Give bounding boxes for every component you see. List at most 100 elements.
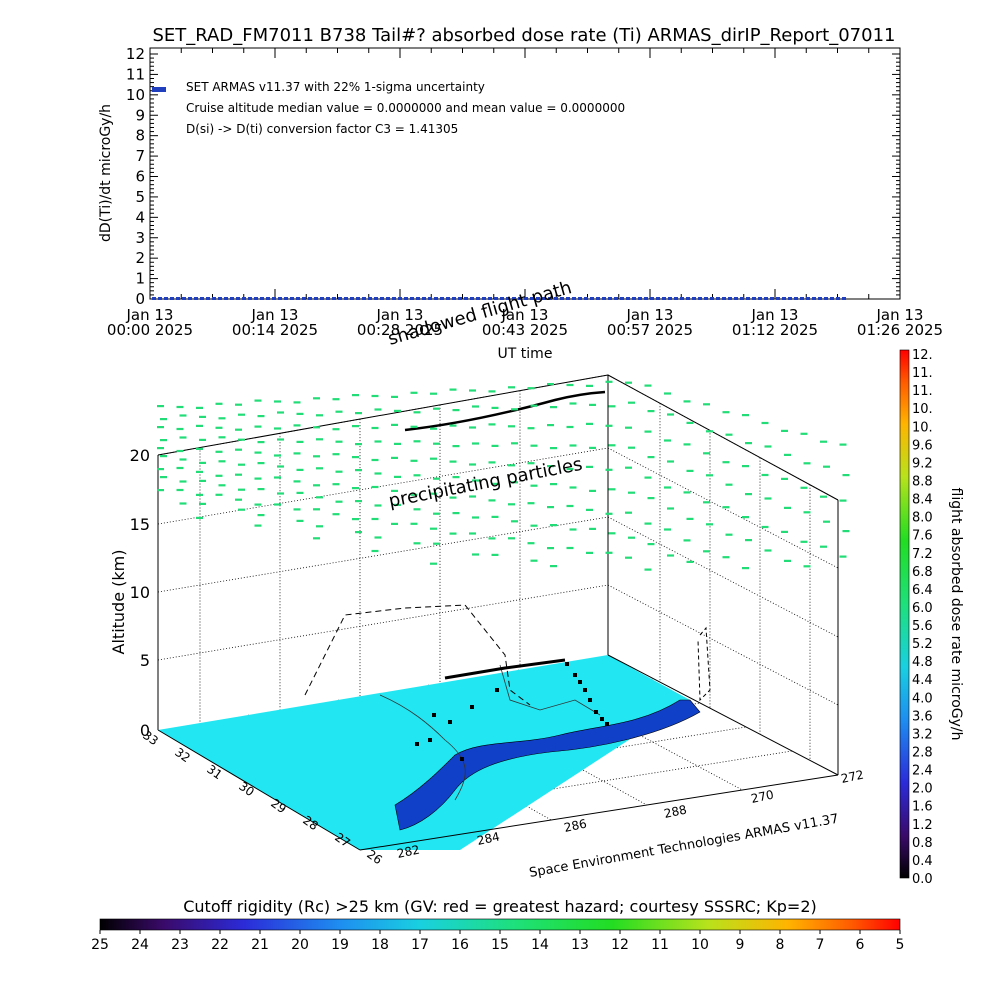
particle-mark bbox=[332, 398, 340, 401]
particle-mark bbox=[664, 439, 671, 442]
particle-mark bbox=[293, 401, 301, 404]
particle-mark bbox=[452, 409, 460, 412]
flight-path-mid bbox=[444, 658, 566, 680]
series-point bbox=[194, 297, 198, 300]
particle-mark bbox=[352, 425, 359, 428]
particle-mark bbox=[218, 417, 226, 420]
particle-mark bbox=[725, 433, 733, 436]
particle-mark bbox=[332, 453, 340, 456]
track-point bbox=[428, 738, 432, 742]
legend-marker bbox=[152, 87, 166, 92]
particle-mark bbox=[547, 383, 554, 386]
series-point bbox=[230, 297, 234, 300]
rigidity-tick-label: 17 bbox=[411, 937, 429, 953]
particle-mark bbox=[764, 549, 772, 552]
particle-mark bbox=[703, 452, 710, 455]
particle-mark bbox=[215, 402, 223, 405]
particle-mark bbox=[839, 443, 847, 446]
particle-mark bbox=[511, 481, 518, 484]
series-point bbox=[362, 297, 366, 300]
particle-mark bbox=[667, 554, 674, 557]
particle-mark bbox=[274, 427, 281, 430]
particle-mark bbox=[644, 568, 652, 571]
particle-mark bbox=[488, 537, 496, 540]
series-point bbox=[326, 297, 330, 300]
particle-mark bbox=[647, 410, 655, 413]
particle-mark bbox=[569, 444, 577, 447]
series-point bbox=[608, 297, 612, 300]
particle-mark bbox=[313, 426, 320, 429]
particle-mark bbox=[589, 489, 596, 492]
particle-mark bbox=[430, 527, 437, 530]
particle-mark bbox=[647, 543, 655, 546]
particle-mark bbox=[176, 488, 184, 492]
particle-mark bbox=[508, 503, 515, 506]
particle-mark bbox=[664, 392, 671, 395]
particle-mark bbox=[803, 565, 811, 568]
series-point bbox=[500, 297, 504, 300]
particle-mark bbox=[530, 559, 538, 562]
series-point bbox=[554, 297, 558, 300]
timeseries-y-axis-label: dD(Ti)/dt microGy/h bbox=[98, 104, 114, 242]
series-point bbox=[626, 297, 630, 300]
series-point bbox=[536, 297, 540, 300]
particle-mark bbox=[550, 483, 557, 486]
y-tick-label: 7 bbox=[135, 147, 145, 165]
particle-mark bbox=[605, 380, 613, 383]
dose-rate-tick-label: 2.0 bbox=[912, 782, 933, 797]
series-point bbox=[158, 297, 162, 300]
altitude-tick-label: 5 bbox=[140, 651, 150, 670]
particle-mark bbox=[703, 403, 710, 406]
particle-mark bbox=[472, 405, 479, 408]
dose-rate-tick-label: 1.6 bbox=[912, 800, 933, 815]
particle-mark bbox=[413, 508, 421, 511]
particle-mark bbox=[374, 536, 382, 539]
particle-mark bbox=[628, 401, 635, 404]
particle-mark bbox=[686, 517, 694, 520]
x-tick-label-date: Jan 13 bbox=[876, 306, 924, 324]
particle-mark bbox=[566, 467, 574, 471]
rigidity-tick-label: 14 bbox=[531, 937, 549, 953]
series-point bbox=[404, 297, 408, 300]
particle-mark bbox=[725, 483, 733, 486]
particle-mark bbox=[761, 473, 769, 477]
y-tick-label: 5 bbox=[135, 188, 145, 206]
particle-mark bbox=[257, 415, 265, 418]
x-tick-label-time: 01:26 2025 bbox=[857, 321, 943, 339]
particle-mark bbox=[527, 462, 535, 465]
annotation-version: SET ARMAS v11.37 with 22% 1-sigma uncert… bbox=[186, 80, 485, 94]
particle-mark bbox=[277, 438, 284, 441]
particle-mark bbox=[667, 413, 674, 416]
particle-mark bbox=[508, 537, 515, 540]
particle-mark bbox=[449, 532, 457, 535]
particle-mark bbox=[332, 483, 340, 486]
particle-mark bbox=[374, 504, 382, 507]
particle-mark bbox=[430, 562, 437, 565]
particle-mark bbox=[215, 426, 223, 429]
particle-mark bbox=[781, 530, 788, 533]
particle-mark bbox=[254, 451, 262, 454]
particle-mark bbox=[176, 449, 184, 453]
series-point bbox=[248, 297, 252, 300]
particle-mark bbox=[820, 495, 827, 498]
particle-mark bbox=[196, 406, 203, 409]
particle-mark bbox=[157, 426, 164, 429]
particle-mark bbox=[176, 427, 184, 431]
particle-mark bbox=[413, 474, 421, 477]
particle-mark bbox=[820, 440, 827, 443]
x-tick-label-date: Jan 13 bbox=[501, 306, 549, 324]
series-point bbox=[488, 297, 492, 300]
series-point bbox=[176, 297, 180, 300]
particle-mark bbox=[215, 474, 223, 477]
series-point bbox=[578, 297, 582, 300]
particle-mark bbox=[391, 395, 398, 398]
particle-mark bbox=[316, 467, 323, 470]
series-point bbox=[788, 297, 792, 300]
particle-mark bbox=[391, 456, 398, 459]
chart-title: SET_RAD_FM7011 B738 Tail#? absorbed dose… bbox=[152, 25, 895, 46]
particle-mark bbox=[157, 447, 164, 450]
particle-mark bbox=[355, 469, 362, 472]
y-tick-label: 6 bbox=[135, 168, 145, 186]
particle-mark bbox=[313, 508, 320, 511]
particle-mark bbox=[491, 553, 499, 556]
